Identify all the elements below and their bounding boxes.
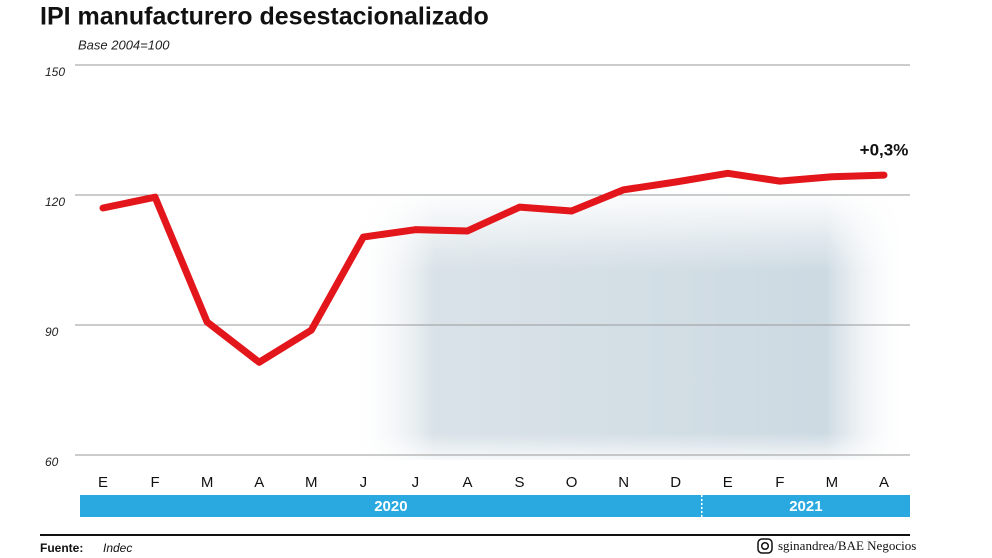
credit: sginandrea/BAE Negocios [778, 538, 916, 553]
annotation: +0,3% [860, 141, 909, 160]
x-tick-label: N [618, 474, 629, 491]
y-tick-label: 120 [45, 195, 65, 209]
x-tick-label: A [462, 474, 472, 491]
y-tick-label: 150 [45, 65, 65, 79]
source: Indec [103, 541, 132, 555]
x-tick-label: M [826, 474, 839, 491]
chart-title: IPI manufacturero desestacionalizado [40, 3, 489, 31]
x-tick-label: F [150, 474, 159, 491]
x-tick-label: J [412, 474, 420, 491]
instagram-icon [757, 538, 773, 554]
x-tick-label: F [775, 474, 784, 491]
x-tick-label: M [201, 474, 214, 491]
x-tick-label: D [670, 474, 681, 491]
year-label: 2020 [374, 498, 407, 515]
x-tick-label: E [98, 474, 108, 491]
y-tick-label: 60 [45, 455, 59, 469]
line-series [99, 169, 888, 366]
x-tick-label: J [360, 474, 368, 491]
year-band [701, 495, 910, 517]
x-tick-label: S [515, 474, 525, 491]
x-tick-label: A [879, 474, 889, 491]
x-tick-label: O [566, 474, 578, 491]
year-band [80, 495, 702, 517]
x-tick-label: A [254, 474, 264, 491]
x-tick-label: E [723, 474, 733, 491]
year-label: 2021 [789, 498, 822, 515]
chart-subtitle: Base 2004=100 [78, 37, 170, 52]
x-tick-label: M [305, 474, 318, 491]
y-tick-label: 90 [45, 325, 59, 339]
source-label: Fuente: [40, 541, 83, 555]
plot: 60 90 120 150 E F M A M J J A S O N D E F M A 2020 2021 +0,3% [45, 64, 910, 517]
